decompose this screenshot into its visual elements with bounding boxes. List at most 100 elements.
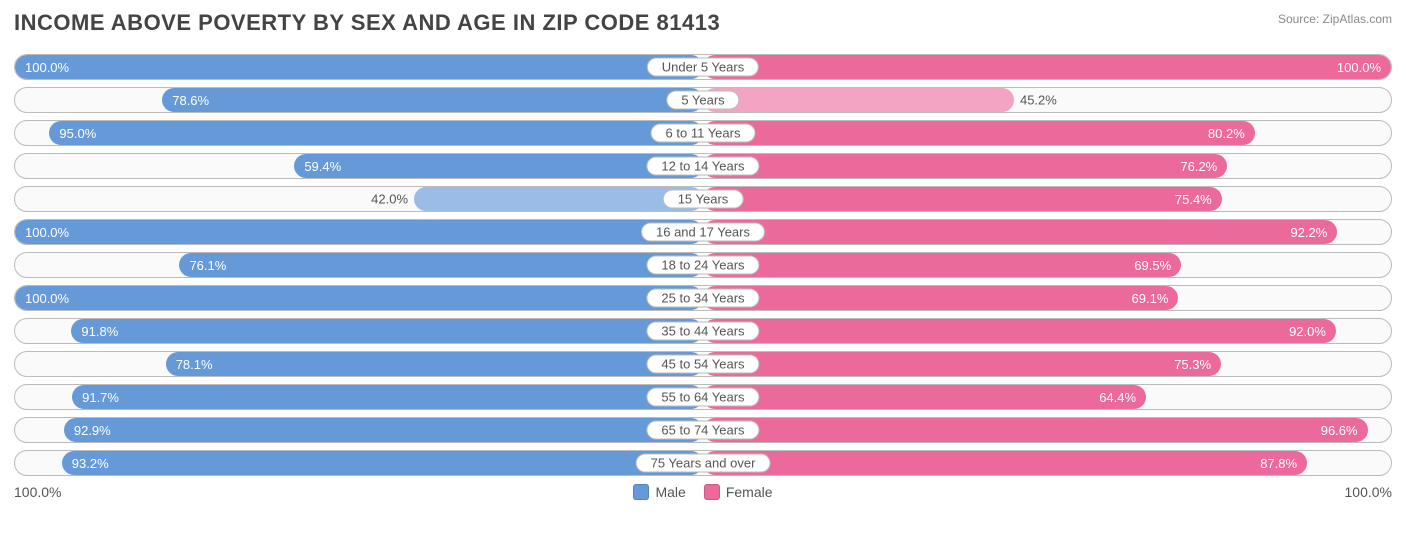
category-label: 65 to 74 Years	[646, 421, 759, 440]
male-half: 59.4%	[15, 154, 703, 178]
chart-row: 91.7% 64.4% 55 to 64 Years	[14, 384, 1392, 410]
male-half: 93.2%	[15, 451, 703, 475]
female-half: 69.5%	[703, 253, 1391, 277]
female-value: 80.2%	[1208, 126, 1245, 141]
female-value: 45.2%	[1020, 93, 1057, 108]
male-half: 91.7%	[15, 385, 703, 409]
category-label: 75 Years and over	[636, 454, 771, 473]
male-half: 78.1%	[15, 352, 703, 376]
chart-row: 59.4%76.2%12 to 14 Years	[14, 153, 1392, 179]
female-value: 75.3%	[1174, 357, 1211, 372]
female-value: 100.0%	[1337, 60, 1381, 75]
male-value: 78.1%	[176, 357, 213, 372]
axis-right-label: 100.0%	[1345, 484, 1392, 500]
male-value: 76.1%	[189, 258, 226, 273]
male-half: 42.0%	[15, 187, 703, 211]
chart-row: 78.1% 75.3% 45 to 54 Years	[14, 351, 1392, 377]
category-label: 5 Years	[666, 91, 739, 110]
male-bar: 78.1%	[166, 352, 703, 376]
male-half: 95.0%	[15, 121, 703, 145]
female-bar: 75.4%	[703, 187, 1222, 211]
chart-row: 91.8% 92.0% 35 to 44 Years	[14, 318, 1392, 344]
legend: Male Female	[633, 484, 772, 500]
female-bar: 76.2%	[703, 154, 1227, 178]
category-label: Under 5 Years	[647, 58, 759, 77]
category-label: 45 to 54 Years	[646, 355, 759, 374]
chart-row: 78.6% 45.2% 5 Years	[14, 87, 1392, 113]
female-value: 87.8%	[1260, 456, 1297, 471]
female-half: 75.4%	[703, 187, 1391, 211]
female-half: 80.2%	[703, 121, 1391, 145]
legend-female-label: Female	[726, 484, 773, 500]
female-bar: 69.5%	[703, 253, 1181, 277]
female-value: 64.4%	[1099, 390, 1136, 405]
chart-row: 100.0% 100.0% Under 5 Years	[14, 54, 1392, 80]
legend-male-label: Male	[655, 484, 685, 500]
diverging-bar-chart: 100.0% 100.0% Under 5 Years 78.6% 45.2% 5 Yea…	[14, 54, 1392, 476]
male-value: 100.0%	[25, 225, 69, 240]
male-value: 93.2%	[72, 456, 109, 471]
male-value: 42.0%	[371, 192, 408, 207]
chart-source: Source: ZipAtlas.com	[1278, 10, 1392, 26]
legend-male: Male	[633, 484, 685, 500]
female-bar: 87.8%	[703, 451, 1307, 475]
female-bar: 100.0%	[703, 55, 1391, 79]
female-half: 87.8%	[703, 451, 1391, 475]
male-value: 78.6%	[172, 93, 209, 108]
female-half: 100.0%	[703, 55, 1391, 79]
female-value: 76.2%	[1180, 159, 1217, 174]
axis-left-label: 100.0%	[14, 484, 61, 500]
chart-title: INCOME ABOVE POVERTY BY SEX AND AGE IN Z…	[14, 10, 720, 36]
male-half: 100.0%	[15, 286, 703, 310]
chart-row: 100.0%69.1%25 to 34 Years	[14, 285, 1392, 311]
category-label: 15 Years	[663, 190, 744, 209]
female-value: 92.2%	[1290, 225, 1327, 240]
female-half: 75.3%	[703, 352, 1391, 376]
female-bar: 80.2%	[703, 121, 1255, 145]
female-value: 69.1%	[1132, 291, 1169, 306]
male-half: 78.6%	[15, 88, 703, 112]
female-bar: 69.1%	[703, 286, 1178, 310]
female-half: 76.2%	[703, 154, 1391, 178]
male-bar	[414, 187, 703, 211]
chart-row: 100.0%92.2%16 and 17 Years	[14, 219, 1392, 245]
male-value: 91.7%	[82, 390, 119, 405]
chart-row: 76.1% 69.5% 18 to 24 Years	[14, 252, 1392, 278]
female-half: 45.2%	[703, 88, 1391, 112]
female-value: 75.4%	[1175, 192, 1212, 207]
male-value: 91.8%	[81, 324, 118, 339]
female-value: 92.0%	[1289, 324, 1326, 339]
male-half: 76.1%	[15, 253, 703, 277]
chart-row: 93.2% 87.8% 75 Years and over	[14, 450, 1392, 476]
male-bar: 76.1%	[179, 253, 703, 277]
category-label: 35 to 44 Years	[646, 322, 759, 341]
female-bar: 92.0%	[703, 319, 1336, 343]
male-value: 100.0%	[25, 291, 69, 306]
category-label: 18 to 24 Years	[646, 256, 759, 275]
female-bar: 75.3%	[703, 352, 1221, 376]
female-half: 96.6%	[703, 418, 1391, 442]
male-value: 95.0%	[59, 126, 96, 141]
female-value: 96.6%	[1321, 423, 1358, 438]
male-bar: 93.2%	[62, 451, 703, 475]
male-half: 100.0%	[15, 220, 703, 244]
female-half: 92.0%	[703, 319, 1391, 343]
male-bar: 78.6%	[162, 88, 703, 112]
male-bar: 59.4%	[294, 154, 703, 178]
female-bar	[703, 88, 1014, 112]
male-bar: 91.7%	[72, 385, 703, 409]
male-bar: 92.9%	[64, 418, 703, 442]
female-value: 69.5%	[1134, 258, 1171, 273]
chart-row: 95.0%80.2%6 to 11 Years	[14, 120, 1392, 146]
male-bar: 95.0%	[49, 121, 703, 145]
male-half: 91.8%	[15, 319, 703, 343]
chart-footer: 100.0% Male Female 100.0%	[14, 484, 1392, 500]
male-value: 100.0%	[25, 60, 69, 75]
male-bar: 91.8%	[71, 319, 703, 343]
category-label: 55 to 64 Years	[646, 388, 759, 407]
chart-row: 92.9% 96.6% 65 to 74 Years	[14, 417, 1392, 443]
male-value: 59.4%	[304, 159, 341, 174]
male-bar: 100.0%	[15, 286, 703, 310]
female-half: 92.2%	[703, 220, 1391, 244]
male-value: 92.9%	[74, 423, 111, 438]
